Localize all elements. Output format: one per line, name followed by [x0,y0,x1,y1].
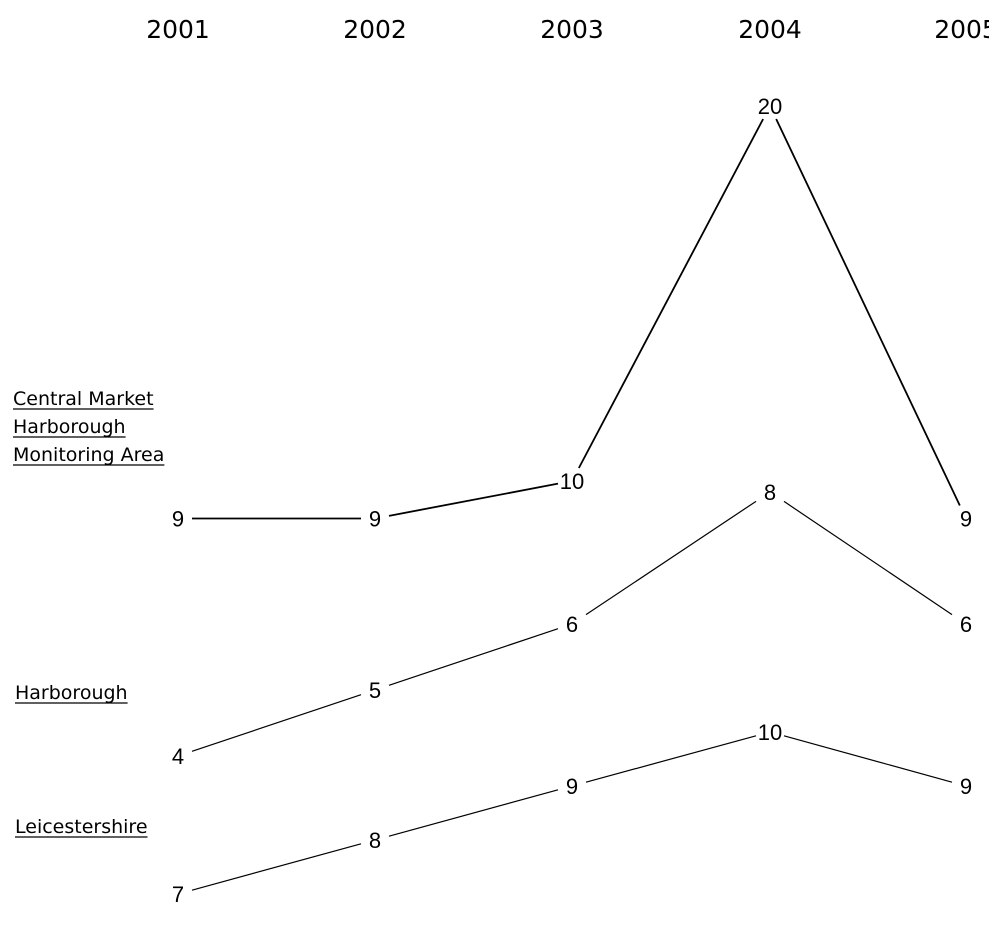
year-label-2004: 2004 [738,15,802,44]
series-2-segment-2 [585,735,757,783]
series-harborough: 4 5 6 8 6 [172,480,972,769]
series-2-name-line-0: Leicestershire [15,816,148,838]
series-0-name-line-2: Monitoring Area [13,444,164,466]
series-0-value-label-2004: 20 [758,94,782,119]
year-header: 2001 2002 2003 2004 2005 [146,15,989,44]
series-central-market-harborough: 9 9 10 20 9 [172,94,972,532]
series-0-name-line-1: Harborough [13,416,126,438]
series-1-segment-3 [783,500,953,616]
series-labels: Central Market Harborough Monitoring Area H… [13,388,165,838]
series-0-value-label-2002: 9 [369,507,381,532]
series-2-value-label-2005: 9 [960,774,972,799]
series-2-value-label-2002: 8 [369,828,381,853]
series-0-segment-3 [775,118,961,506]
year-label-2001: 2001 [146,15,210,44]
series-0-segment-2 [578,118,764,469]
series-2-value-label-2004: 10 [758,720,782,745]
series-0-value-label-2003: 10 [560,469,584,494]
series-2-segment-0 [191,843,362,891]
series-1-name-line-0: Harborough [15,682,128,704]
series-1-value-label-2001: 4 [172,744,184,769]
series-2-segment-3 [783,735,953,783]
year-label-2005: 2005 [934,15,989,44]
series-0-name-line-0: Central Market [13,388,154,410]
series-1-segment-1 [388,628,559,686]
series-leicestershire: 7 8 9 10 9 [172,720,972,907]
series-0-value-label-2001: 9 [172,507,184,532]
series-2-value-label-2003: 9 [566,774,578,799]
year-label-2002: 2002 [343,15,407,44]
series-1-value-label-2004: 8 [764,480,776,505]
series-1-segment-2 [585,500,757,616]
series-1-value-label-2003: 6 [566,612,578,637]
year-label-2003: 2003 [540,15,604,44]
series-1-value-label-2005: 6 [960,612,972,637]
series-0-segment-1 [388,482,559,517]
series-0-value-label-2005: 9 [960,507,972,532]
series-1-value-label-2002: 5 [369,678,381,703]
series-1-segment-0 [191,694,362,752]
series-2-value-label-2001: 7 [172,882,184,907]
series-2-segment-1 [388,789,559,837]
